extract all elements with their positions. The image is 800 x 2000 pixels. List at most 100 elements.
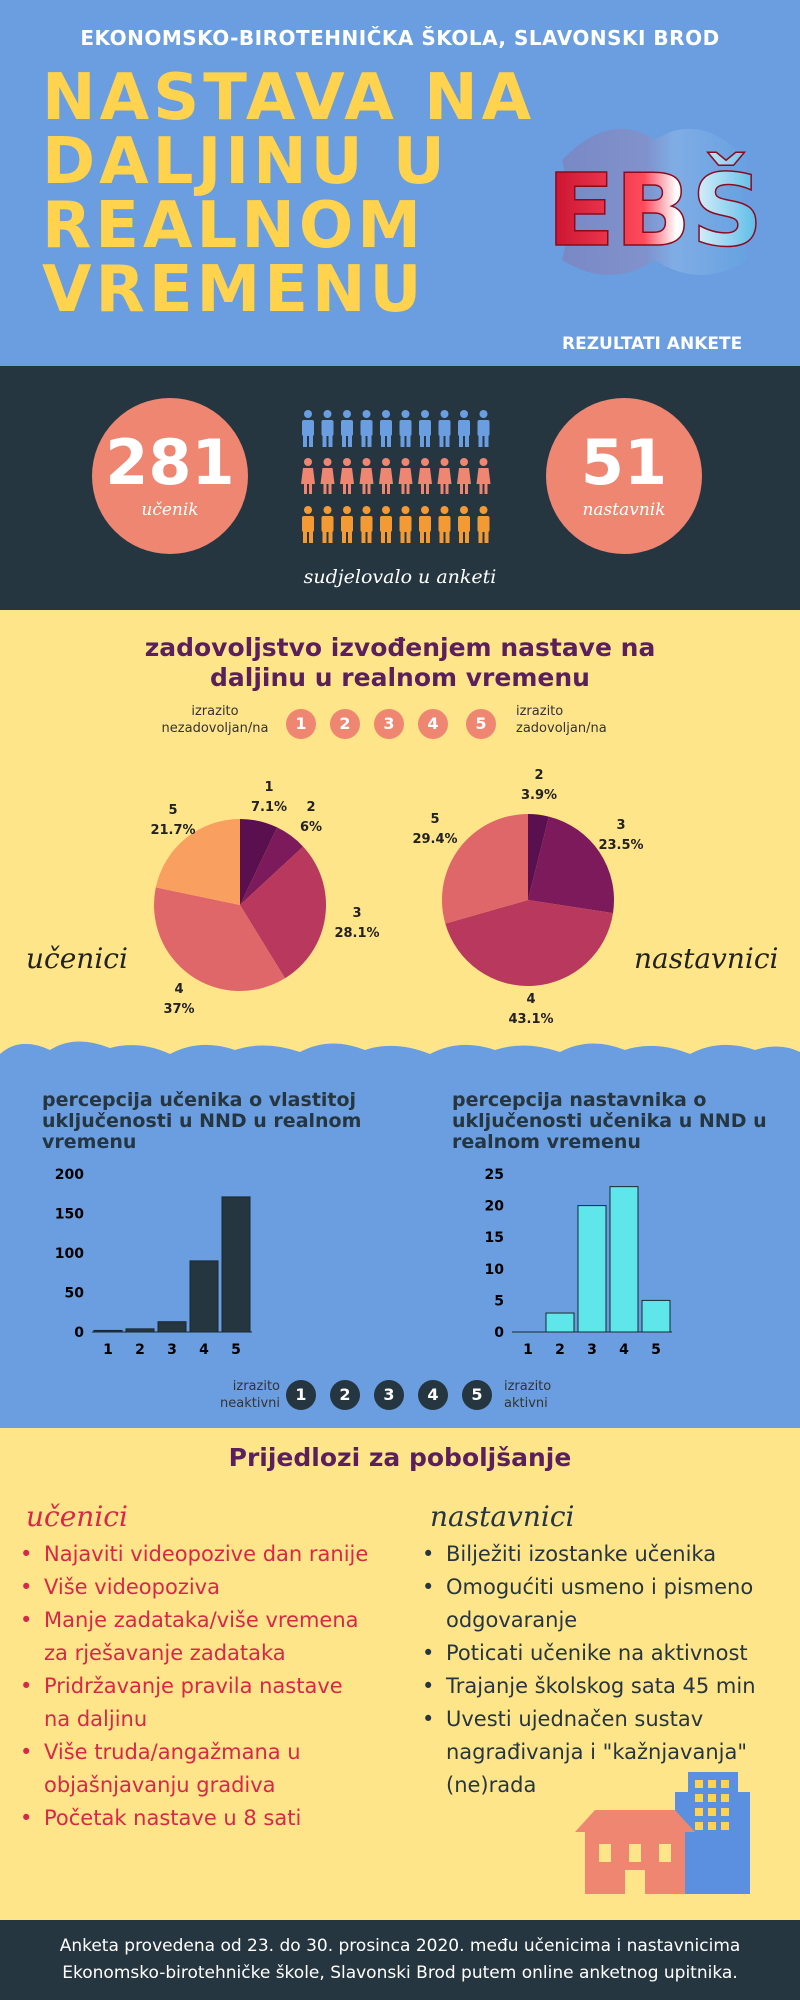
teachers-count-circle: 51 nastavnik [546, 398, 702, 554]
pie2-label-4: 4 43.1% [496, 990, 566, 1030]
school-name: EKONOMSKO-BIROTEHNIČKA ŠKOLA, SLAVONSKI … [80, 26, 720, 50]
suggestion-item: • Bilježiti izostanke učenika [422, 1538, 792, 1571]
engagement-dot-3: 3 [374, 1380, 404, 1410]
bar-title-line: percepcija nastavnika o [452, 1089, 707, 1111]
y-tick-label: 10 [485, 1262, 505, 1278]
pie-slice-5 [442, 814, 528, 924]
bar-title-line: uključenosti učenika u NND u [452, 1110, 767, 1132]
pie-slice-1 [240, 819, 278, 905]
teachers-pie-chart [442, 814, 614, 986]
pie2-val: 23.5% [598, 838, 644, 853]
title-line: NASTAVA NA [42, 61, 536, 135]
teachers-suggestions-list: • Bilježiti izostanke učenika • Omogućiti u… [422, 1538, 792, 1802]
pie2-cat: 4 [526, 992, 536, 1007]
bullet-icon: • [422, 1575, 435, 1599]
suggestion-item: • Omogućiti usmeno i pismeno odgovaranje [422, 1571, 792, 1637]
person-icon [438, 410, 451, 447]
pie2-cat: 5 [430, 812, 440, 827]
x-tick-label: 5 [651, 1342, 661, 1358]
suggestion-item: • Pridržavanje pravila nastave na daljinu [20, 1670, 400, 1736]
bar-title-line: realnom vremenu [452, 1131, 641, 1153]
title-line: VREMENU [42, 253, 426, 327]
suggestion-text: za rješavanje zadataka [44, 1641, 286, 1665]
title-line: REALNOM [42, 189, 425, 263]
high-label-line: aktivni [504, 1396, 548, 1411]
scale-dot-1: 1 [286, 709, 316, 739]
x-tick-label: 4 [619, 1342, 629, 1358]
person-icon [477, 506, 490, 543]
teachers-suggestions-heading: nastavnici [430, 1500, 575, 1533]
x-tick-label: 3 [587, 1342, 597, 1358]
title-line: DALJINU U [42, 125, 449, 199]
satisfaction-title-line: zadovoljstvo izvođenjem nastave na [144, 633, 656, 662]
person-icon [360, 410, 373, 447]
students-bar-chart: 0 50 100 150 200 1 2 3 4 5 [55, 1167, 252, 1358]
suggestion-text: Početak nastave u 8 sati [44, 1806, 302, 1830]
low-label-line: izrazito [191, 704, 239, 719]
person-icon [458, 410, 470, 447]
students-bar-title: percepcija učenika o vlastitoj uključeno… [42, 1090, 372, 1153]
low-label-line: neaktivni [220, 1396, 280, 1411]
pie1-val: 21.7% [150, 823, 196, 838]
engagement-dot-2: 2 [330, 1380, 360, 1410]
buildings-illustration [575, 1772, 750, 1894]
scale-dot-5: 5 [466, 709, 496, 739]
pie-slice-2 [240, 827, 304, 905]
bar-5 [641, 1299, 671, 1333]
students-count: 281 [105, 426, 235, 499]
pie1-label-5: 5 21.7% [138, 801, 208, 841]
person-dress-icon [320, 458, 335, 494]
suggestion-item: • Trajanje školskog sata 45 min [422, 1670, 792, 1703]
high-label-line: zadovoljan/na [516, 721, 607, 736]
teachers-bar-title: percepcija nastavnika o uključenosti uče… [452, 1090, 792, 1153]
students-suggestions-heading: učenici [26, 1500, 128, 1533]
footer-line: Anketa provedena od 23. do 30. prosinca … [59, 1936, 741, 1956]
pie-slice-4 [445, 900, 614, 986]
school-logo: EBŠ [550, 128, 760, 275]
person-icon [341, 506, 353, 543]
person-dress-icon [359, 458, 374, 494]
suggestion-text: Bilježiti izostanke učenika [446, 1542, 717, 1566]
person-icon [399, 410, 412, 447]
x-tick-label: 2 [555, 1342, 565, 1358]
bullet-icon: • [20, 1542, 33, 1566]
suggestion-text: odgovaranje [446, 1608, 578, 1632]
person-dress-icon [457, 458, 471, 494]
suggestion-item: • Uvesti ujednačen sustav nagrađivanja i "… [422, 1703, 792, 1802]
bullet-icon: • [20, 1740, 33, 1764]
pie1-label-1: 1 7.1% [234, 778, 304, 818]
bullet-icon: • [422, 1641, 435, 1665]
bullet-icon: • [20, 1806, 33, 1830]
person-dress-icon [340, 458, 354, 494]
pie2-label-2: 2 3.9% [504, 766, 574, 806]
x-tick-label: 3 [167, 1342, 177, 1358]
cloud-divider [0, 1041, 800, 1068]
logo-text: EBŠ [550, 152, 760, 269]
pie1-val: 6% [299, 820, 323, 835]
pie1-val: 37% [163, 1002, 195, 1017]
engagement-dot-5: 5 [462, 1380, 492, 1410]
engagement-dot-1: 1 [286, 1380, 316, 1410]
x-tick-label: 1 [523, 1342, 533, 1358]
suggestions-title: Prijedlozi za poboljšanje [228, 1443, 572, 1472]
person-dress-icon [301, 458, 315, 494]
high-label-line: izrazito [504, 1379, 552, 1394]
teachers-pie-caption: nastavnici [634, 942, 779, 975]
suggestion-text: Manje zadataka/više vremena [44, 1608, 359, 1632]
students-suggestions-list: • Najaviti videopozive dan ranije • Više vi… [20, 1538, 400, 1835]
low-label-line: nezadovoljan/na [161, 721, 269, 736]
person-icon [380, 506, 392, 543]
bar-3 [157, 1321, 187, 1333]
suggestion-text: nagrađivanja i "kažnjavanja" [446, 1740, 747, 1764]
x-tick-label: 1 [103, 1342, 113, 1358]
students-pie-caption: učenici [26, 942, 128, 975]
y-tick-label: 15 [485, 1230, 504, 1246]
y-tick-label: 200 [55, 1167, 84, 1183]
suggestion-text: Više truda/angažmana u [44, 1740, 301, 1764]
pie-slice-3 [240, 846, 326, 979]
pie1-cat: 5 [168, 803, 178, 818]
pie1-label-3: 3 28.1% [322, 904, 392, 944]
pie1-cat: 1 [264, 780, 274, 795]
bar-2 [545, 1312, 575, 1333]
bullet-icon: • [422, 1707, 435, 1731]
